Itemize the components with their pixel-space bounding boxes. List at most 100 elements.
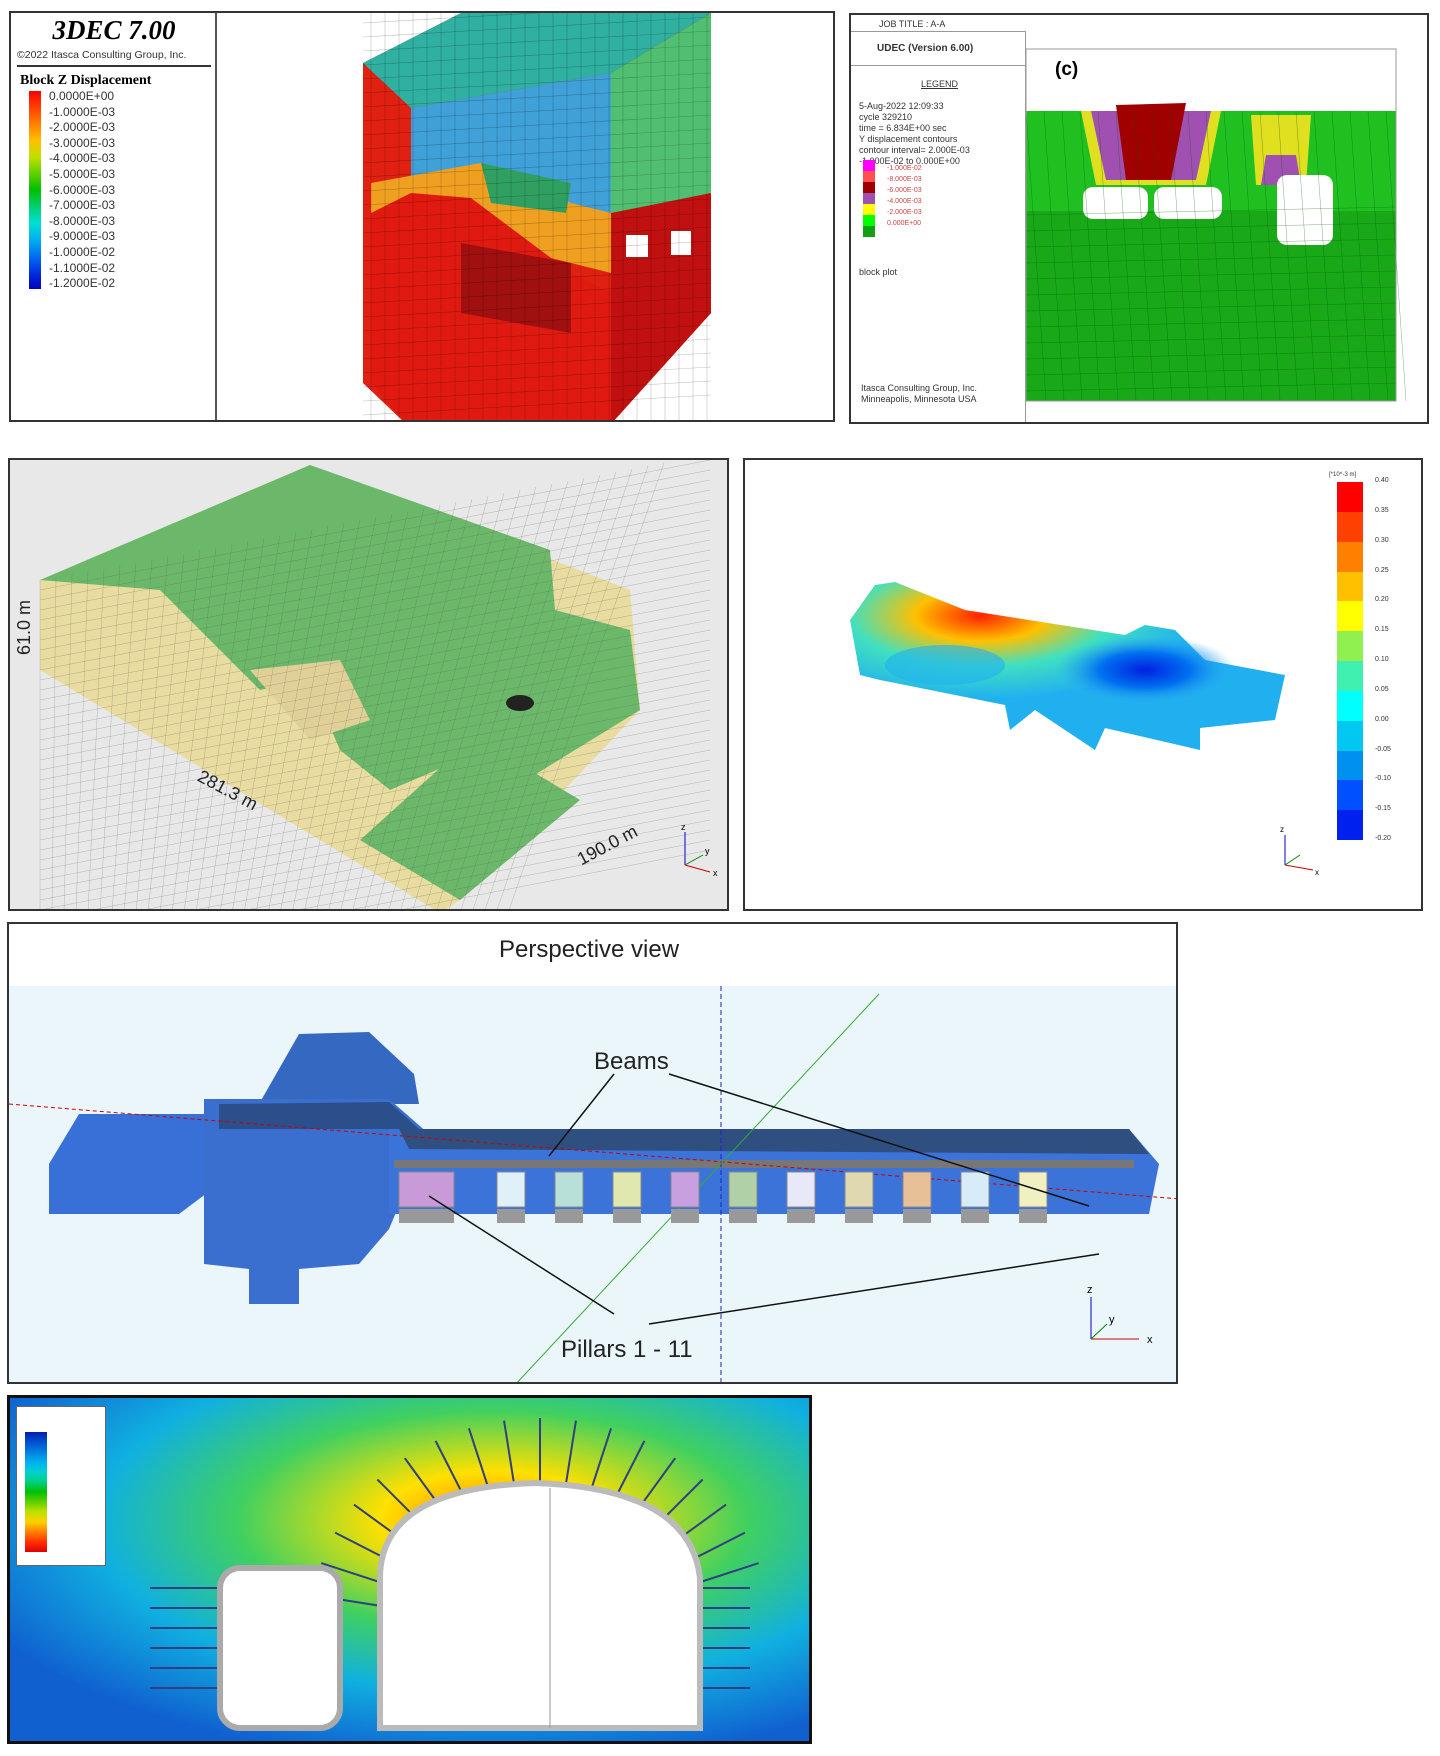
subfigure-label: (c) <box>1055 59 1079 80</box>
mesh-line <box>99 564 121 909</box>
mesh-line <box>388 492 505 909</box>
mesh-line <box>497 465 649 909</box>
mesh-line <box>148 552 185 909</box>
svg-text:y: y <box>1109 1314 1115 1326</box>
software-title: UDEC (Version 6.00) <box>877 43 974 54</box>
mesh-line <box>39 529 711 661</box>
job-title: JOB TITLE : A-A <box>879 19 946 29</box>
legend-value: -4.0000E-03 <box>49 151 116 166</box>
info-line: -1.000E-02 to 0.000E+00 <box>859 156 960 166</box>
colorbar <box>1337 482 1363 841</box>
terrain-mesh-render <box>39 460 711 909</box>
colorbar-value: 0.30 <box>1375 536 1389 544</box>
mesh-line <box>362 30 712 52</box>
mesh-line <box>1061 110 1083 402</box>
colorbar-segment <box>1337 511 1363 543</box>
pillar <box>960 1171 990 1208</box>
mesh-line <box>485 468 633 909</box>
support-contour-panel <box>7 1395 812 1744</box>
legend-value: -2.0000E-03 <box>49 120 116 135</box>
mesh-line <box>412 486 537 909</box>
pillar-base <box>555 1209 583 1223</box>
svg-text:z: z <box>1087 1284 1093 1296</box>
info-line: Y displacement contours <box>859 134 958 144</box>
mesh-line <box>316 510 409 909</box>
legend-value: -2.000E-03 <box>887 209 922 216</box>
info-line: cycle 329210 <box>859 112 913 122</box>
mesh-line <box>328 507 425 909</box>
mesh-line <box>1223 110 1245 402</box>
mesh-line <box>256 525 329 909</box>
support-contour-render <box>10 1398 809 1741</box>
legend-info: 5-Aug-2022 12:09:33 cycle 329210 time = 6.… <box>859 101 970 167</box>
mesh-line <box>39 709 711 841</box>
mesh-line <box>184 543 233 909</box>
mesh-line <box>1187 110 1209 402</box>
mesh-line <box>39 689 711 821</box>
mesh-line <box>362 310 712 332</box>
legend-heading: LEGEND <box>921 79 959 89</box>
colorbar-value: 0.10 <box>1375 656 1389 663</box>
mesh-line <box>1025 238 1397 248</box>
legend-value: -1.000E-02 <box>887 165 922 172</box>
divider <box>851 31 1025 32</box>
mesh-line <box>208 537 265 909</box>
mesh-line <box>39 489 711 621</box>
legend-title: Block Z Displacement <box>20 73 152 88</box>
legend-value: -7.0000E-03 <box>49 198 116 213</box>
mesh-line <box>39 559 711 691</box>
rock-bolt <box>503 1420 516 1490</box>
colorbar-value: 0.35 <box>1375 506 1389 514</box>
mesh-line <box>1169 110 1191 402</box>
mesh-line <box>220 534 281 909</box>
mesh-line <box>362 142 712 164</box>
mesh-line <box>362 296 712 318</box>
legend-colorbar <box>29 91 41 289</box>
mesh-line <box>39 629 711 761</box>
mesh-line <box>146 799 711 909</box>
axis-triad-icon: z x y <box>675 820 725 880</box>
pillar-base <box>729 1209 757 1223</box>
mesh-line <box>39 479 711 611</box>
mesh-line <box>340 504 441 909</box>
mesh-line <box>362 86 712 108</box>
colorbar-value: 0.20 <box>1375 596 1389 604</box>
mesh-line <box>95 789 711 909</box>
mesh-line <box>473 471 617 909</box>
software-title: 3DEC 7.00 <box>52 15 176 45</box>
mesh-line <box>1079 110 1101 402</box>
svg-text:x: x <box>1315 868 1319 877</box>
pillar-base <box>497 1209 525 1223</box>
pillar <box>612 1171 642 1208</box>
mesh-line <box>364 498 473 909</box>
panel-title: Perspective view <box>499 936 680 963</box>
rock-bolt <box>320 1562 389 1586</box>
perspective-view-panel: Perspective view Beams Pillars 1 - 11 z x… <box>7 922 1178 1384</box>
mesh-line <box>43 779 711 909</box>
pillar <box>554 1171 584 1208</box>
perspective-model-render <box>9 986 1176 1382</box>
legend-swatch <box>863 171 875 182</box>
mesh-line <box>39 519 711 651</box>
mesh-line <box>39 769 711 901</box>
pillars-label: Pillars 1 - 11 <box>561 1336 693 1363</box>
mesh-line <box>362 128 712 150</box>
info-line: time = 6.834E+00 sec <box>859 123 947 133</box>
mesh-line <box>436 480 569 909</box>
stress-legend <box>16 1406 106 1566</box>
mesh-line <box>124 558 153 909</box>
legend-swatch <box>863 215 875 226</box>
pillar <box>844 1171 874 1208</box>
displacement-contour-panel: [*10^-3 m] 0.40 0.35 0.30 0.25 0.20 0.15 0.10 0… <box>743 458 1423 911</box>
legend-swatch <box>863 160 875 171</box>
mesh-line <box>39 609 711 741</box>
pillar-base <box>613 1209 641 1223</box>
mesh-line <box>362 44 712 66</box>
svg-text:x: x <box>713 868 718 878</box>
mesh-line <box>292 516 377 909</box>
mesh-line <box>39 719 711 851</box>
pillar <box>670 1171 700 1208</box>
mesh-line <box>1025 318 1397 328</box>
mesh-line <box>1115 110 1137 402</box>
